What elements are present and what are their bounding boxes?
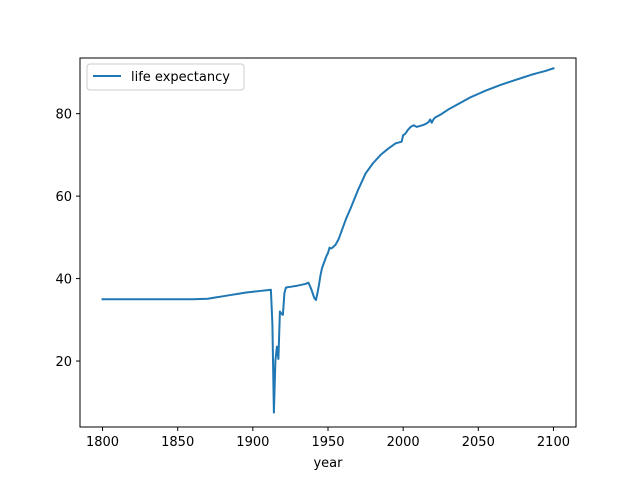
x-tick-label: 2100 [537,435,570,450]
legend-box [86,63,245,91]
x-tick-label: 2050 [462,435,495,450]
x-tick-label: 2000 [387,435,420,450]
x-tick-label: 1800 [86,435,119,450]
x-tick-label: 1950 [311,435,344,450]
y-tick-label: 40 [55,273,72,288]
x-tick-label: 1850 [161,435,194,450]
plot-frame [79,57,577,428]
x-axis-label: year [313,456,343,471]
y-tick-label: 60 [55,190,72,205]
series-line-life-expectancy [101,67,555,414]
legend: life expectancy [86,63,245,91]
x-axis-ticks: 1800 1850 1900 1950 2000 2050 2100 [86,427,570,450]
y-axis-ticks: 20 40 60 80 [55,108,80,370]
y-tick-label: 80 [55,108,72,123]
plot-area [80,58,576,427]
legend-label-life-expectancy: life expectancy [131,70,230,85]
x-tick-label: 1900 [236,435,269,450]
y-tick-label: 20 [55,355,72,370]
